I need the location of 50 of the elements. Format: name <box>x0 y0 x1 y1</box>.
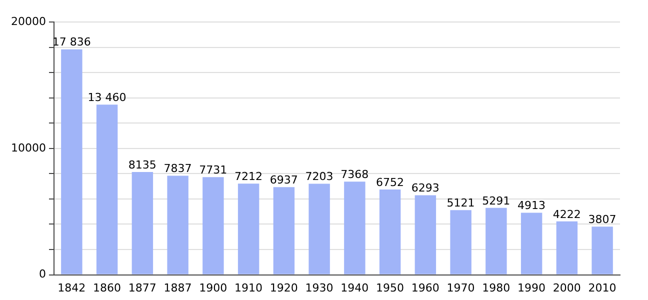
y-tick-label: 20000 <box>10 14 46 28</box>
bar <box>379 189 401 274</box>
bar <box>273 187 295 274</box>
bar <box>202 177 224 274</box>
data-label: 5291 <box>482 194 510 208</box>
x-tick-label: 1910 <box>234 281 263 294</box>
y-tick-label: 0 <box>38 268 46 281</box>
data-label: 7837 <box>164 162 192 176</box>
bar <box>96 104 118 274</box>
data-label: 13 460 <box>88 91 126 104</box>
x-tick-label: 1950 <box>376 281 404 294</box>
bar <box>520 212 542 274</box>
data-label: 8135 <box>128 158 156 172</box>
data-label: 4222 <box>552 208 581 221</box>
bar <box>414 195 436 274</box>
x-tick-label: 1930 <box>305 281 334 294</box>
bar <box>344 182 366 274</box>
x-tick-label: 2010 <box>588 281 616 294</box>
bar <box>592 226 613 274</box>
bar <box>450 210 472 274</box>
data-label: 6937 <box>270 173 298 186</box>
data-label: 6293 <box>411 182 440 195</box>
x-tick-label: 1900 <box>199 281 228 294</box>
data-label: 3807 <box>588 213 616 226</box>
bar <box>61 49 82 274</box>
x-tick-label: 1970 <box>446 281 475 294</box>
data-label: 7212 <box>234 170 263 183</box>
data-label: 4913 <box>518 199 546 212</box>
x-tick-label: 1990 <box>518 281 546 294</box>
x-tick-label: 1842 <box>58 281 86 294</box>
x-tick-label: 1980 <box>482 281 510 294</box>
x-tick-label: 1960 <box>411 281 440 294</box>
bar <box>308 184 330 274</box>
data-label: 7203 <box>305 170 334 184</box>
x-tick-label: 1860 <box>93 281 122 294</box>
x-tick-label: 1940 <box>340 281 369 294</box>
bar <box>486 208 507 274</box>
bar <box>238 184 260 274</box>
y-tick-label: 10000 <box>10 141 46 154</box>
x-tick-label: 1920 <box>270 281 298 294</box>
bar <box>167 176 188 274</box>
x-tick-label: 1887 <box>164 281 192 294</box>
data-label: 7731 <box>199 163 228 176</box>
bar <box>132 172 154 274</box>
bar <box>556 221 578 274</box>
data-label: 7368 <box>340 168 369 182</box>
x-tick-label: 1877 <box>128 281 156 294</box>
data-label: 6752 <box>376 176 404 189</box>
x-tick-label: 2000 <box>552 281 581 294</box>
data-label: 5121 <box>446 196 475 210</box>
